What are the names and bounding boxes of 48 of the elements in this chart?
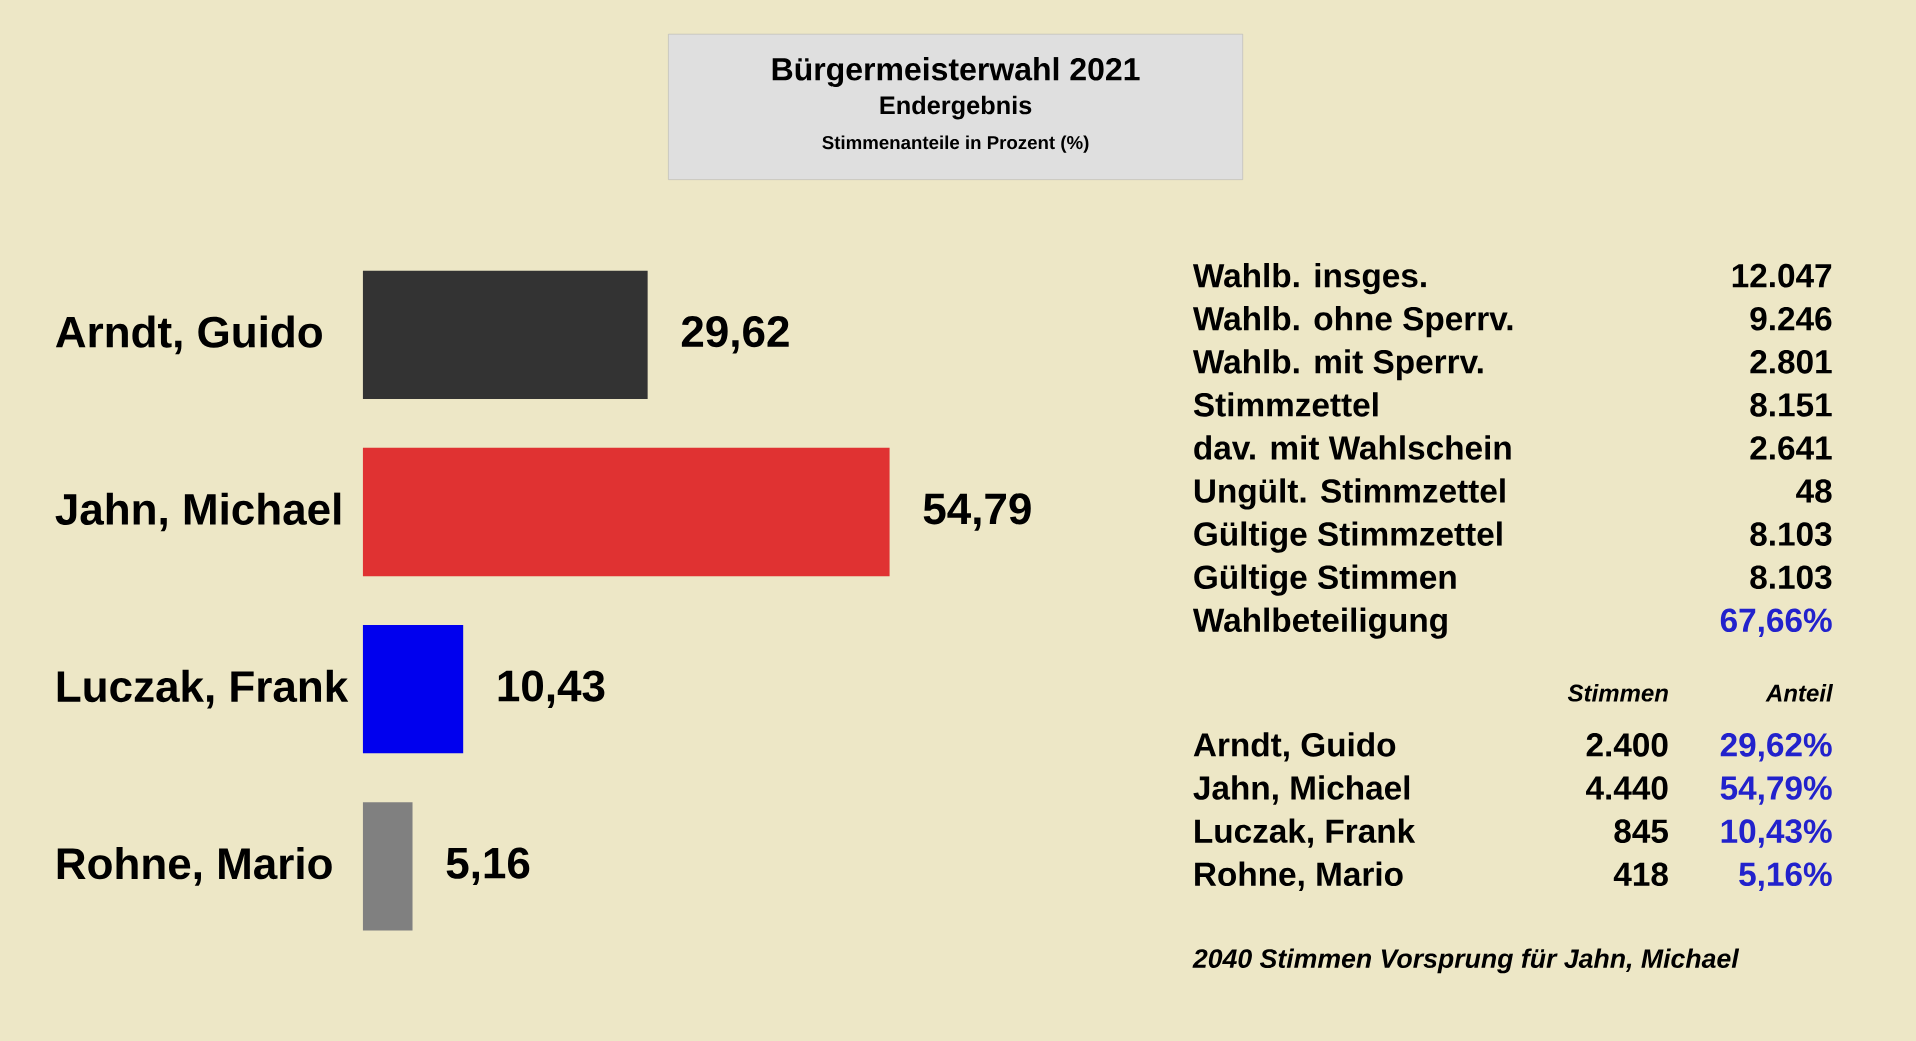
text: Stimmenanteile in Prozent (%) <box>822 135 1089 153</box>
bar <box>362 624 464 754</box>
text: 54,79% <box>1720 776 1832 805</box>
text: 2.641 <box>1750 436 1832 460</box>
bar <box>362 270 648 399</box>
data-label: 29,62 <box>681 316 789 354</box>
text: 418 <box>1613 862 1668 887</box>
text: 2.400 <box>1586 733 1668 757</box>
text: Stimmzettel <box>1193 392 1378 417</box>
text: Jahn, Michael <box>1193 775 1410 805</box>
text: Ungült. Stimmzettel <box>1194 478 1505 510</box>
text: 2.801 <box>1750 349 1832 374</box>
text: 8.103 <box>1750 565 1832 589</box>
text: Bürgermeisterwahl 2021 <box>772 57 1140 88</box>
text: Wahlbeteiligung <box>1192 607 1447 639</box>
text: 10,43% <box>1721 819 1832 848</box>
text: 8.151 <box>1750 393 1832 417</box>
text: 48 <box>1796 479 1832 503</box>
text: 5,16% <box>1739 862 1832 891</box>
text: 12.047 <box>1732 263 1832 288</box>
text: Wahlb. mit Sperrv. <box>1192 349 1483 381</box>
text: Rohne, Mario <box>1195 861 1403 891</box>
text: Gültige Stimmen <box>1194 564 1456 596</box>
data-label: 5,16 <box>446 847 530 886</box>
text: Arndt, Guido <box>1193 732 1396 762</box>
text: Anteil <box>1765 683 1834 702</box>
y-tick-label: Rohne, Mario <box>57 846 332 886</box>
text: 2040 Stimmen Vorsprung für Jahn, Michael <box>1192 948 1740 974</box>
text: 29,62% <box>1720 733 1832 762</box>
text: Wahlb. insges. <box>1192 262 1426 295</box>
text: Luczak, Frank <box>1195 818 1416 848</box>
text: Gültige Stimmzettel <box>1194 521 1502 553</box>
text: 8.103 <box>1750 522 1832 546</box>
text: 67,66% <box>1720 608 1832 637</box>
bar <box>362 802 413 931</box>
y-tick-label: Arndt, Guido <box>55 315 322 355</box>
y-tick-label: Luczak, Frank <box>57 669 349 709</box>
text: dav. mit Wahlschein <box>1194 435 1511 460</box>
text: 845 <box>1614 819 1668 843</box>
text: Stimmen <box>1567 683 1668 702</box>
text: 9.246 <box>1750 306 1832 331</box>
text: Endergebnis <box>880 95 1032 120</box>
y-tick-label: Jahn, Michael <box>55 492 341 532</box>
bar <box>362 447 890 577</box>
data-label: 10,43 <box>498 670 605 708</box>
text: Wahlb. ohne Sperrv. <box>1192 306 1513 338</box>
text: 4.440 <box>1586 776 1668 800</box>
data-label: 54,79 <box>923 493 1031 531</box>
